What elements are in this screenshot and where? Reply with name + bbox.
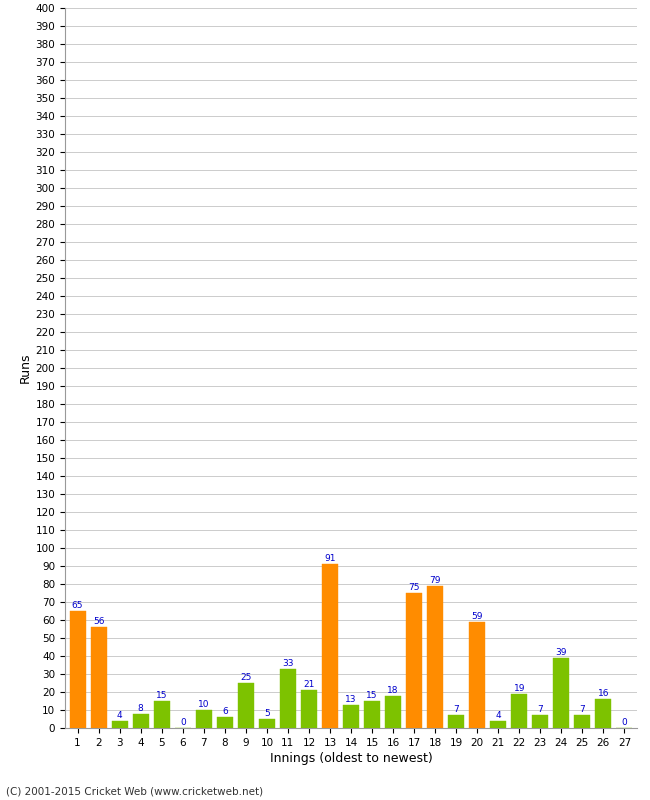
- Bar: [154, 701, 170, 728]
- Bar: [343, 705, 359, 728]
- Text: 65: 65: [72, 601, 83, 610]
- Text: 4: 4: [495, 711, 501, 720]
- Text: 18: 18: [387, 686, 399, 694]
- Text: 56: 56: [93, 618, 105, 626]
- Text: 10: 10: [198, 700, 209, 709]
- Bar: [91, 627, 107, 728]
- Text: 21: 21: [304, 680, 315, 690]
- Text: 15: 15: [156, 691, 168, 700]
- Bar: [406, 593, 422, 728]
- Text: 19: 19: [514, 684, 525, 693]
- Bar: [553, 658, 569, 728]
- Text: 16: 16: [597, 690, 609, 698]
- Bar: [196, 710, 212, 728]
- Bar: [322, 564, 338, 728]
- X-axis label: Innings (oldest to newest): Innings (oldest to newest): [270, 752, 432, 765]
- Text: 15: 15: [367, 691, 378, 700]
- Bar: [512, 694, 527, 728]
- Text: 4: 4: [117, 711, 122, 720]
- Text: 59: 59: [471, 612, 483, 621]
- Text: 39: 39: [556, 648, 567, 657]
- Bar: [133, 714, 149, 728]
- Bar: [448, 715, 464, 728]
- Bar: [238, 683, 254, 728]
- Bar: [301, 690, 317, 728]
- Bar: [364, 701, 380, 728]
- Text: (C) 2001-2015 Cricket Web (www.cricketweb.net): (C) 2001-2015 Cricket Web (www.cricketwe…: [6, 786, 264, 796]
- Text: 5: 5: [264, 709, 270, 718]
- Text: 25: 25: [240, 673, 252, 682]
- Bar: [217, 718, 233, 728]
- Bar: [70, 611, 86, 728]
- Text: 0: 0: [621, 718, 627, 727]
- Bar: [575, 715, 590, 728]
- Text: 0: 0: [180, 718, 186, 727]
- Bar: [112, 721, 127, 728]
- Text: 75: 75: [408, 583, 420, 592]
- Bar: [385, 696, 401, 728]
- Bar: [280, 669, 296, 728]
- Text: 7: 7: [579, 706, 585, 714]
- Text: 79: 79: [430, 576, 441, 585]
- Text: 7: 7: [538, 706, 543, 714]
- Bar: [469, 622, 485, 728]
- Bar: [259, 719, 275, 728]
- Text: 33: 33: [282, 658, 294, 668]
- Bar: [532, 715, 548, 728]
- Bar: [427, 586, 443, 728]
- Text: 7: 7: [453, 706, 459, 714]
- Text: 8: 8: [138, 704, 144, 713]
- Bar: [595, 699, 611, 728]
- Text: 6: 6: [222, 707, 227, 716]
- Text: 91: 91: [324, 554, 335, 563]
- Bar: [490, 721, 506, 728]
- Y-axis label: Runs: Runs: [18, 353, 31, 383]
- Text: 13: 13: [345, 694, 357, 704]
